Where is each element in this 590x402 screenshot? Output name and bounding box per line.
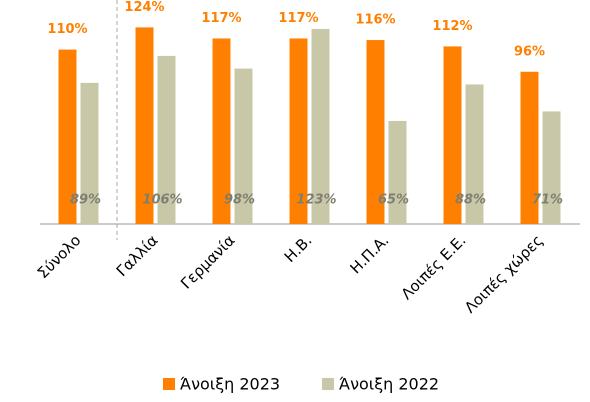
x-tick-label: Γερμανία	[177, 231, 238, 292]
bar	[465, 84, 484, 224]
x-tick-label: Σύνολο	[34, 231, 85, 282]
value-label: 98%	[224, 193, 255, 208]
value-label: 106%	[142, 193, 182, 208]
bar	[443, 46, 462, 225]
value-label: 123%	[296, 193, 336, 208]
legend-label: Άνοιξη 2022	[339, 375, 439, 394]
x-tick-label: Η.Π.Α.	[346, 231, 392, 277]
value-label: 117%	[278, 11, 318, 26]
bar	[289, 38, 308, 224]
legend-swatch	[322, 378, 334, 390]
bar	[366, 40, 385, 224]
x-tick-label: Η.Β.	[281, 231, 316, 266]
x-tick-label: Λοιπές Ε.Ε.	[398, 231, 470, 303]
bar	[542, 111, 561, 224]
value-label: 88%	[455, 193, 486, 208]
bar	[157, 55, 176, 224]
x-tick-label: Λοιπές χώρες	[461, 231, 546, 316]
x-tick-label: Γαλλία	[113, 231, 162, 280]
bar	[212, 38, 231, 224]
bar	[58, 49, 77, 225]
value-label: 65%	[378, 193, 409, 208]
legend-label: Άνοιξη 2023	[180, 375, 280, 394]
bar	[520, 71, 539, 225]
value-label: 124%	[124, 0, 164, 15]
bar	[311, 28, 330, 225]
value-label: 117%	[201, 11, 241, 26]
value-label: 89%	[70, 193, 101, 208]
value-label: 112%	[432, 19, 472, 34]
legend-swatch	[163, 378, 175, 390]
bar	[388, 120, 407, 224]
value-label: 71%	[532, 193, 563, 208]
bar	[234, 68, 253, 224]
value-label: 96%	[514, 44, 545, 59]
bar	[80, 82, 99, 224]
bar	[135, 27, 154, 224]
value-label: 116%	[355, 13, 395, 28]
value-label: 110%	[47, 22, 87, 37]
